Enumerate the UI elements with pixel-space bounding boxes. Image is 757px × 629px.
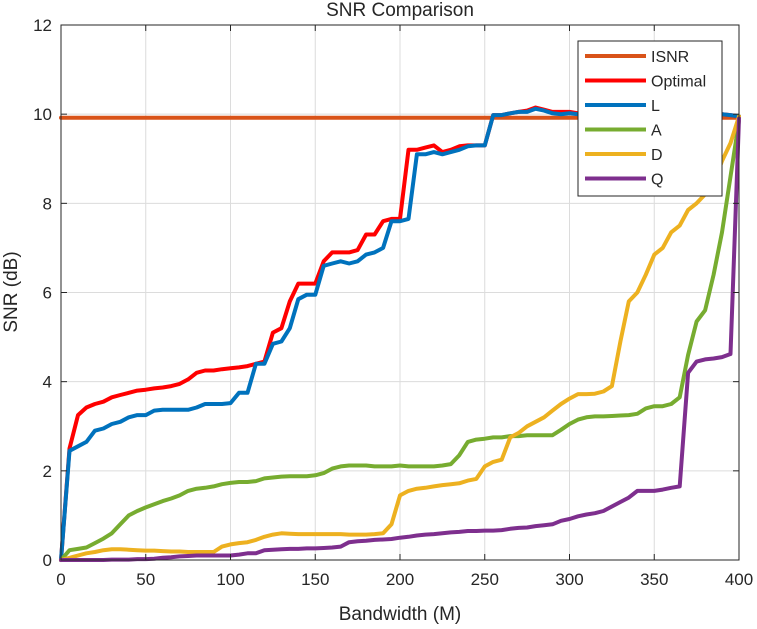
x-tick-label: 200	[386, 570, 414, 589]
series-line-a	[59, 118, 741, 562]
legend-label-isnr: ISNR	[651, 49, 689, 66]
x-tick-label: 350	[640, 570, 668, 589]
ticks: 0 50 100 150 200 250 300 350 400 0 2 4 6 8 10 12	[33, 16, 753, 589]
y-tick-label: 2	[43, 462, 52, 481]
y-tick-label: 6	[43, 284, 52, 303]
y-tick-label: 8	[43, 194, 52, 213]
x-tick-label: 250	[471, 570, 499, 589]
series-line-d	[59, 114, 741, 562]
legend-label-a: A	[651, 123, 662, 140]
x-tick-label: 100	[216, 570, 244, 589]
x-tick-label: 0	[56, 570, 65, 589]
series-line-q	[59, 116, 741, 562]
x-tick-label: 400	[725, 570, 753, 589]
x-tick-label: 50	[136, 570, 155, 589]
x-tick-label: 150	[301, 570, 329, 589]
series-group	[59, 105, 741, 562]
y-tick-label: 10	[33, 105, 52, 124]
legend-box	[577, 40, 723, 197]
legend-label-l: L	[651, 98, 660, 115]
y-tick-label: 12	[33, 16, 52, 35]
legend-label-optimal: Optimal	[651, 74, 706, 91]
x-tick-label: 300	[555, 570, 583, 589]
y-axis-label: SNR (dB)	[1, 251, 22, 332]
chart-title: SNR Comparison	[326, 0, 474, 21]
y-tick-label: 0	[43, 551, 52, 570]
x-axis-label: Bandwidth (M)	[339, 604, 462, 625]
legend-label-q: Q	[651, 172, 663, 189]
y-tick-label: 4	[43, 373, 52, 392]
legend-label-d: D	[651, 147, 663, 164]
